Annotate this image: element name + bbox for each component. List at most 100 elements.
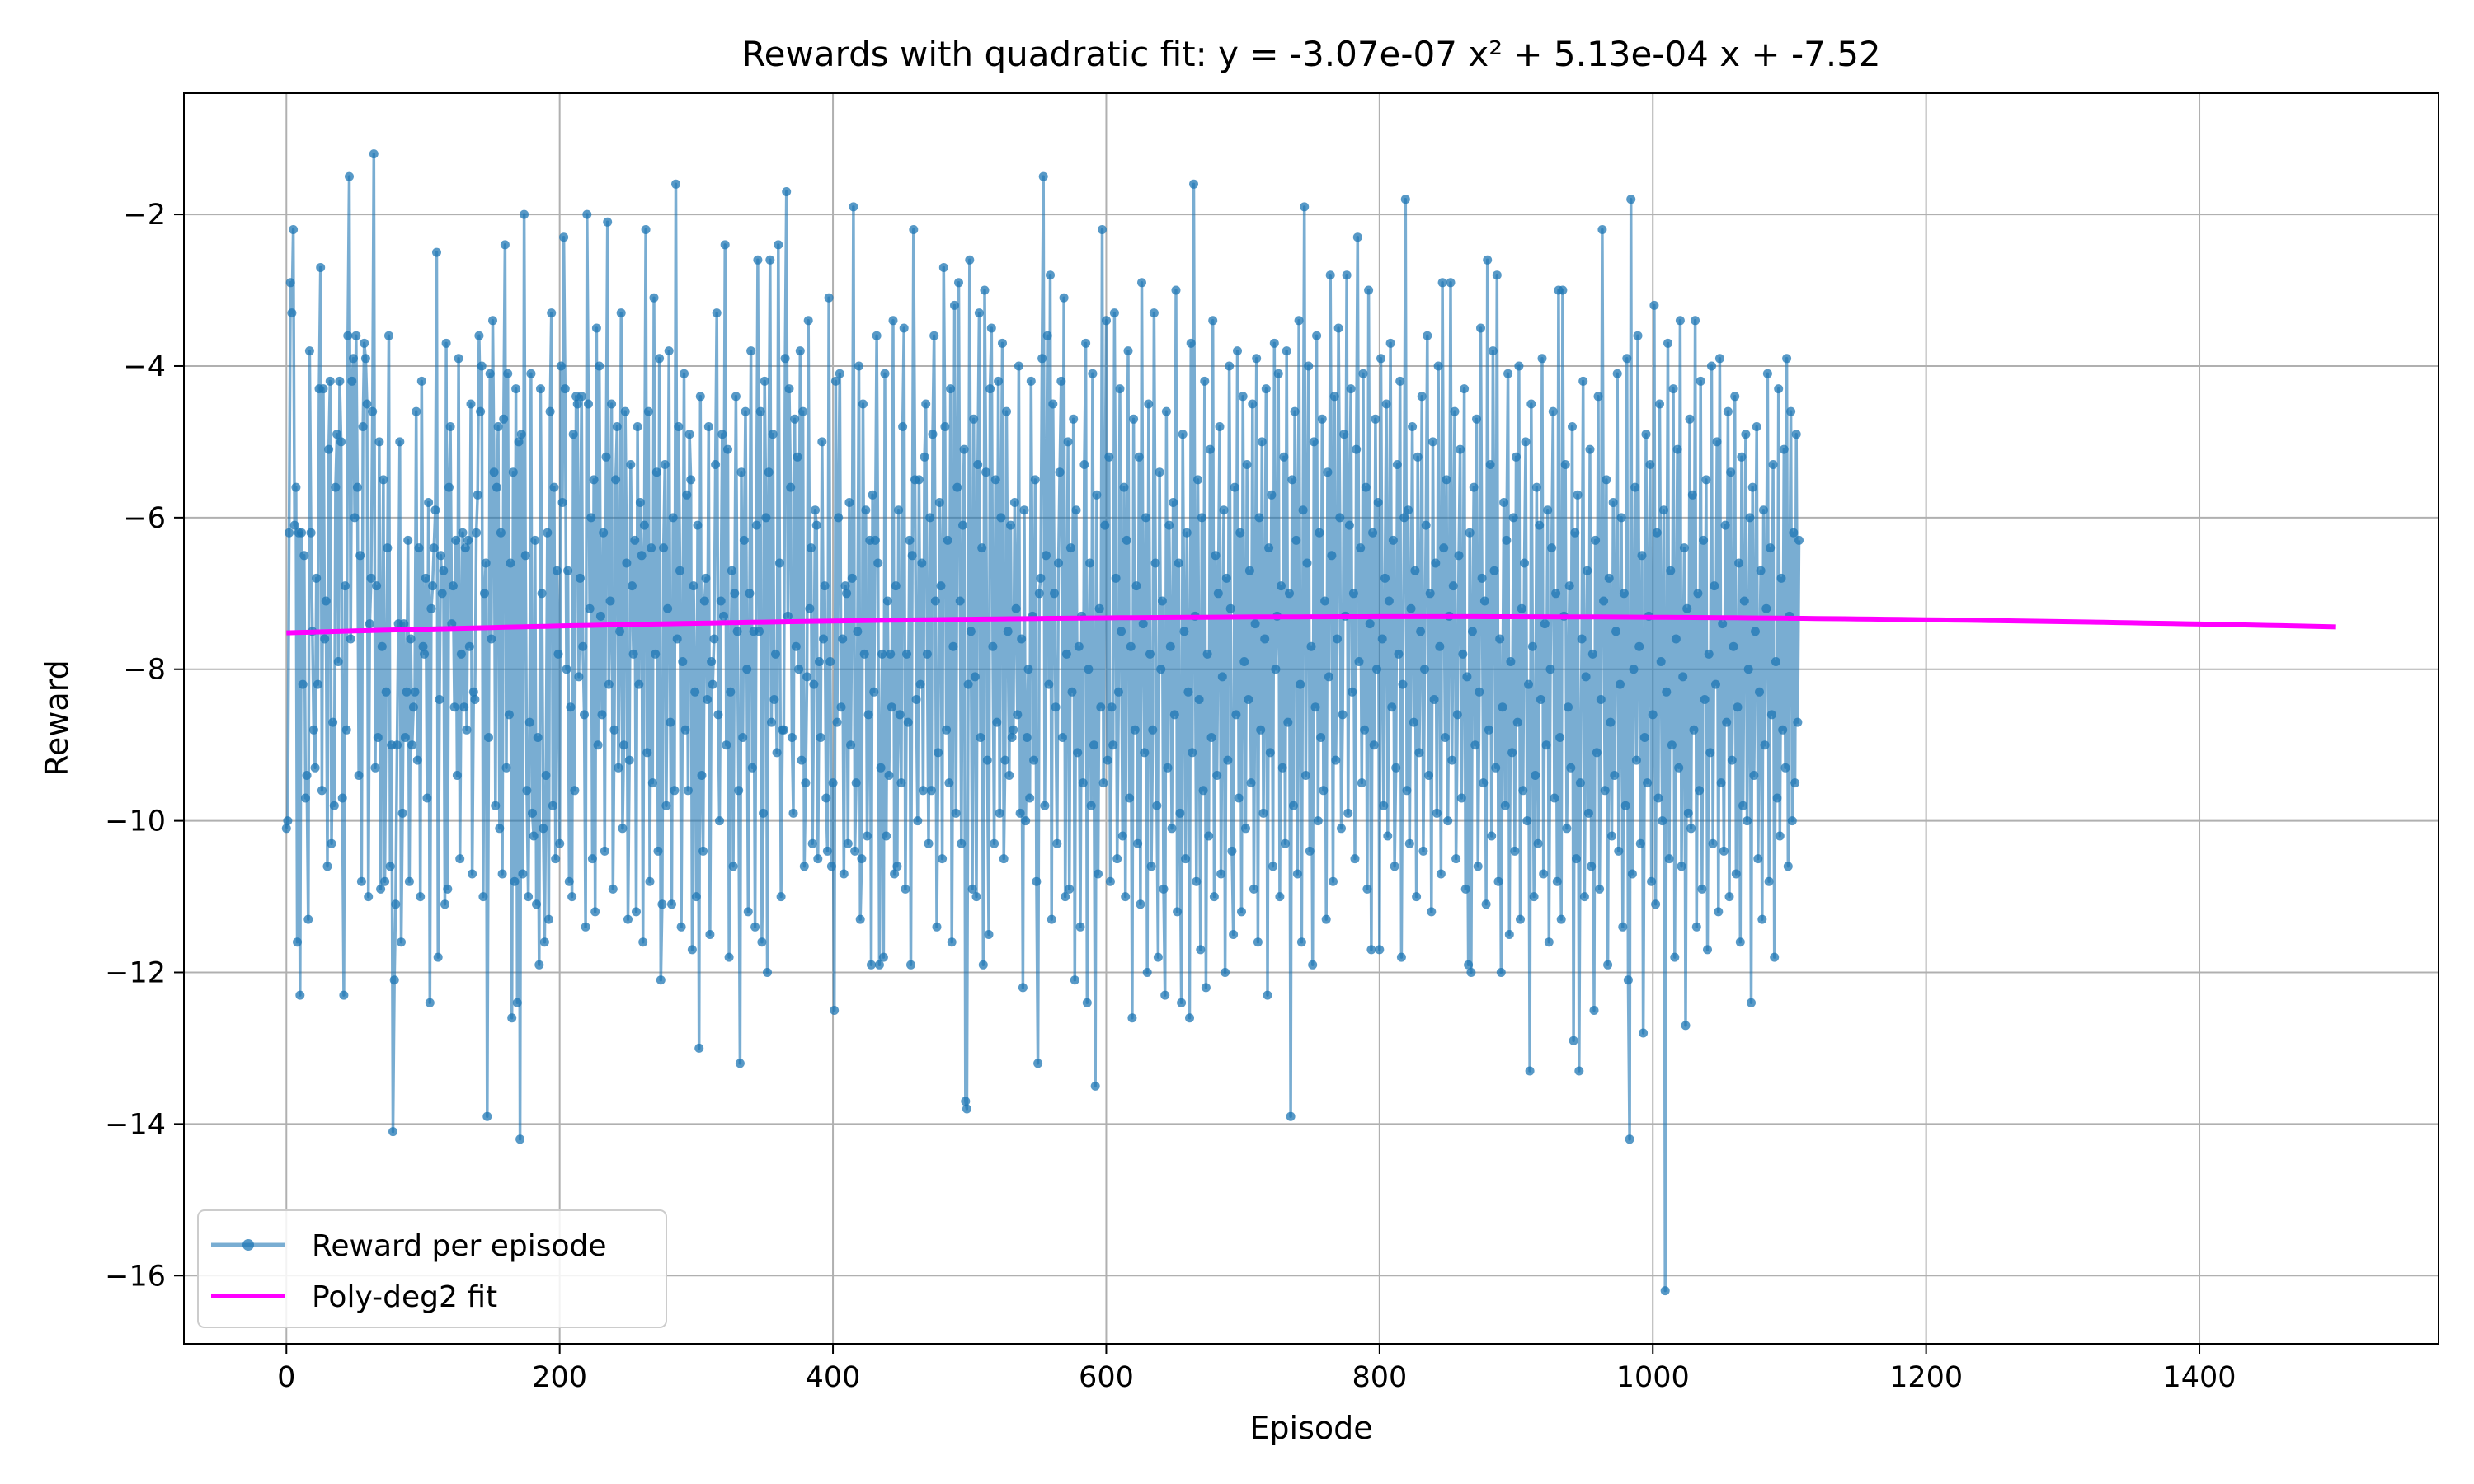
reward-point xyxy=(635,498,645,507)
reward-point xyxy=(1700,695,1710,704)
reward-point xyxy=(445,422,455,431)
reward-point xyxy=(1215,422,1225,431)
reward-point xyxy=(1155,467,1164,477)
reward-point xyxy=(1776,573,1786,583)
reward-point xyxy=(925,513,935,523)
reward-point xyxy=(1691,316,1700,326)
reward-point xyxy=(1241,824,1250,834)
reward-point xyxy=(420,649,430,659)
x-tick-label: 1400 xyxy=(2162,1361,2236,1394)
reward-point xyxy=(528,808,537,818)
reward-point xyxy=(1537,354,1547,364)
reward-point xyxy=(1524,679,1533,689)
reward-point xyxy=(858,399,868,409)
reward-point xyxy=(532,899,541,909)
reward-point xyxy=(851,778,861,788)
reward-point xyxy=(1316,733,1326,742)
reward-point xyxy=(1606,717,1616,727)
reward-point xyxy=(1115,384,1125,394)
reward-point xyxy=(638,937,648,947)
reward-point xyxy=(604,679,614,689)
reward-point xyxy=(584,399,593,409)
reward-point xyxy=(882,831,891,841)
reward-point xyxy=(1309,437,1319,447)
reward-point xyxy=(874,960,884,970)
reward-point xyxy=(506,558,515,568)
reward-point xyxy=(1699,535,1709,545)
reward-point xyxy=(1793,717,1803,727)
reward-point xyxy=(637,551,647,561)
reward-point xyxy=(343,331,353,340)
reward-point xyxy=(1000,755,1010,765)
reward-point xyxy=(1304,361,1314,371)
reward-point xyxy=(1253,937,1263,947)
reward-point xyxy=(1703,945,1712,955)
reward-point xyxy=(1691,922,1701,932)
reward-point xyxy=(1319,786,1329,796)
reward-point xyxy=(1707,361,1716,371)
reward-point xyxy=(1291,535,1301,545)
reward-point xyxy=(992,717,1002,727)
reward-point xyxy=(643,406,653,416)
reward-point xyxy=(1098,778,1108,788)
reward-point xyxy=(755,406,765,416)
reward-point xyxy=(1666,566,1676,575)
reward-point xyxy=(861,505,871,515)
reward-point xyxy=(1225,361,1235,371)
reward-point xyxy=(1111,573,1121,583)
reward-point xyxy=(1213,589,1223,599)
reward-point xyxy=(675,566,684,575)
reward-point xyxy=(783,611,793,621)
reward-point xyxy=(1358,369,1368,378)
reward-point xyxy=(899,323,909,333)
reward-point xyxy=(283,816,293,826)
reward-point xyxy=(965,255,975,265)
reward-point xyxy=(1323,467,1333,477)
reward-point xyxy=(678,657,688,666)
reward-point xyxy=(299,551,309,561)
reward-point xyxy=(863,831,872,841)
reward-point xyxy=(1431,558,1441,568)
reward-point xyxy=(990,838,999,848)
reward-point xyxy=(1675,316,1685,326)
reward-point xyxy=(1078,778,1088,788)
reward-point xyxy=(769,695,779,704)
x-axis-ticks: 0 200 400 600 800 1000 1200 1400 xyxy=(277,1344,2236,1394)
reward-point xyxy=(1631,755,1641,765)
reward-point xyxy=(1550,793,1559,803)
reward-point xyxy=(1292,869,1302,879)
reward-point xyxy=(374,437,384,447)
reward-point xyxy=(1244,695,1253,704)
reward-point xyxy=(787,733,797,742)
reward-point xyxy=(472,528,482,538)
reward-point xyxy=(940,422,950,431)
reward-point xyxy=(1468,627,1477,636)
reward-point xyxy=(1063,437,1073,447)
reward-point xyxy=(668,513,678,523)
reward-point xyxy=(333,657,343,666)
reward-point xyxy=(1766,543,1776,553)
reward-point xyxy=(872,331,882,340)
reward-point xyxy=(922,649,932,659)
reward-point xyxy=(1512,452,1521,462)
reward-point xyxy=(842,589,852,599)
reward-point xyxy=(1547,543,1557,553)
reward-point xyxy=(1602,475,1611,485)
reward-point xyxy=(1182,528,1192,538)
reward-point xyxy=(1026,376,1036,386)
reward-point xyxy=(1574,1066,1584,1076)
reward-point xyxy=(320,634,330,644)
reward-point xyxy=(1484,725,1493,735)
reward-point xyxy=(830,1006,840,1015)
reward-point xyxy=(473,490,482,500)
reward-point xyxy=(1556,914,1566,924)
reward-point xyxy=(1535,520,1545,530)
reward-point xyxy=(1209,892,1219,902)
y-tick-label: −10 xyxy=(105,805,166,838)
reward-point xyxy=(974,308,984,318)
reward-point xyxy=(339,990,349,1000)
reward-point xyxy=(1587,862,1597,871)
reward-point xyxy=(1522,816,1532,826)
reward-point xyxy=(1372,665,1381,674)
reward-point xyxy=(880,369,890,378)
